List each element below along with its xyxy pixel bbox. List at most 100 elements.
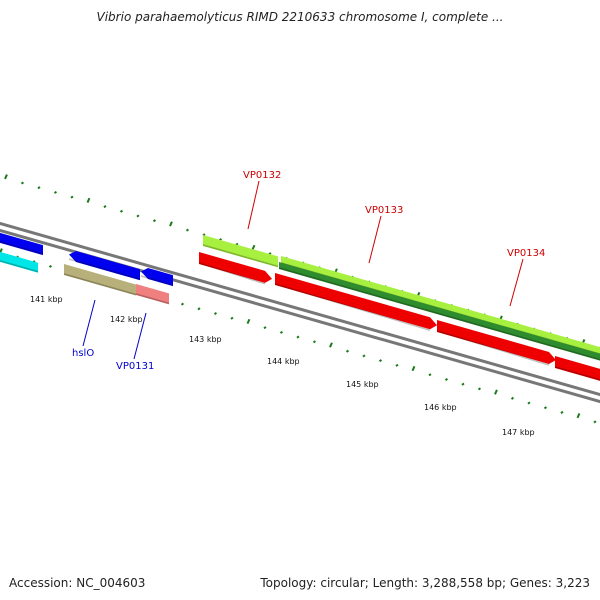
cds-VP0134-shade [436,330,550,366]
cds-VP0132[interactable] [198,252,272,285]
scale-label-144-kbp: 144 kbp [267,357,300,366]
cds-VP0133-shape[interactable] [275,273,437,330]
scale-tick-outer [86,197,91,203]
reverse-cds-cyan-left-shape[interactable] [0,249,38,273]
scale-tick-inner [230,316,234,320]
cds-right-edge-shape[interactable] [555,356,600,384]
gene-label-VP0131[interactable]: VP0131 [116,361,154,372]
scale-tick-inner [576,413,581,419]
scale-label-141-kbp: 141 kbp [30,295,63,304]
scale-tick-inner [593,420,597,424]
scale-label-143-kbp: 143 kbp [189,335,222,344]
scale-label-147-kbp: 147 kbp [502,428,535,437]
leader-line-VP0133 [368,215,382,264]
scale-tick-inner [312,340,317,344]
scale-tick-outer [169,221,173,227]
gene-VP0133-VP0134-shape[interactable] [281,256,600,358]
leader-line-hslO [82,299,96,347]
scale-tick-inner [329,342,333,348]
scale-tick-inner [296,335,300,339]
scale-tick-outer [53,190,58,194]
scale-tick-outer [4,174,8,180]
scale-tick-inner [428,373,432,377]
scale-tick-inner [345,349,350,353]
scale-tick-inner [494,389,498,395]
cds-right-edge[interactable] [554,356,600,384]
reverse-cds-blue-small-shade [140,275,174,286]
scale-tick-inner [362,354,366,358]
leader-line-VP0132 [247,180,260,230]
scale-tick-inner [279,330,284,334]
cds-VP0134-shape[interactable] [437,320,556,364]
backbone-line-upper [0,221,600,397]
gene-label-VP0133[interactable]: VP0133 [365,205,403,216]
reverse-cds-blue-left[interactable] [0,230,44,256]
scale-tick-inner [477,387,482,391]
reverse-cds-blue-small-shape[interactable] [141,267,173,287]
cds-VP0132-shape[interactable] [199,252,272,283]
scale-tick-outer [103,205,107,209]
scale-tick-inner [180,302,185,306]
scale-tick-inner [444,377,449,381]
scale-tick-outer [136,214,140,218]
gene-VP0133-VP0134-dark-shade [278,267,600,361]
scale-tick-outer [20,181,25,185]
gene-label-VP0132[interactable]: VP0132 [243,170,281,181]
gene-label-hslO[interactable]: hslO [72,348,94,359]
scale-tick-inner [48,264,53,268]
gene-VP0132[interactable] [202,235,279,268]
gene-VP0133-VP0134-dark[interactable] [278,262,600,364]
leader-line-VP0131 [133,312,147,360]
gene-VP0132-shape[interactable] [203,235,278,268]
reverse-cds-cyan-left[interactable] [0,249,39,273]
scale-tick-inner [213,311,218,316]
reverse-cds-blue-left-shape[interactable] [0,230,43,256]
gene-hslO[interactable] [63,264,137,296]
reverse-cds-blue-hslO[interactable] [68,250,141,281]
scale-tick-inner [378,359,383,363]
scale-tick-inner [263,326,267,330]
scale-tick-inner [411,365,416,372]
accession-label: Accession: NC_004603 [9,576,146,590]
scale-tick-outer [185,228,190,232]
scale-tick-inner [527,401,531,405]
gene-VP0133-VP0134-dark-shape[interactable] [279,262,600,364]
gene-VP0132-shade [202,244,279,268]
reverse-cds-blue-small[interactable] [140,267,174,287]
scale-label-146-kbp: 146 kbp [424,403,457,412]
gene-VP0131-shade [135,293,170,305]
cds-VP0133[interactable] [274,273,437,331]
scale-tick-inner [395,363,399,367]
reverse-cds-cyan-left-shade [0,260,39,273]
cds-VP0134[interactable] [436,320,556,366]
scale-tick-outer [37,186,41,190]
scale-tick-inner [197,307,201,311]
scale-label-145-kbp: 145 kbp [346,380,379,389]
scale-tick-outer [70,195,74,199]
reverse-cds-blue-hslO-shade [68,258,141,280]
scale-tick-outer [152,219,157,223]
gene-label-VP0134[interactable]: VP0134 [507,248,545,259]
scale-tick-outer [251,244,256,251]
scale-tick-inner [543,406,548,410]
scale-tick-inner [560,410,564,414]
reverse-cds-blue-hslO-shape[interactable] [69,250,140,281]
scale-label-142-kbp: 142 kbp [110,315,143,324]
scale-tick-inner [461,382,465,386]
topology-label: Topology: circular; Length: 3,288,558 bp… [260,576,590,590]
reverse-cds-blue-left-shade [0,241,44,255]
gene-hslO-shade [63,273,137,296]
gene-VP0131-shape[interactable] [136,284,169,305]
scale-tick-outer [119,209,124,213]
gene-hslO-shape[interactable] [64,264,136,296]
leader-line-VP0134 [509,258,524,307]
cds-VP0133-shade [274,283,431,331]
gene-VP0131[interactable] [135,284,170,305]
scale-tick-inner [246,318,251,325]
cds-right-edge-shade [554,366,600,381]
map-title: Vibrio parahaemolyticus RIMD 2210633 chr… [96,10,504,24]
scale-tick-inner [510,396,515,400]
cds-VP0132-shade [198,262,266,285]
